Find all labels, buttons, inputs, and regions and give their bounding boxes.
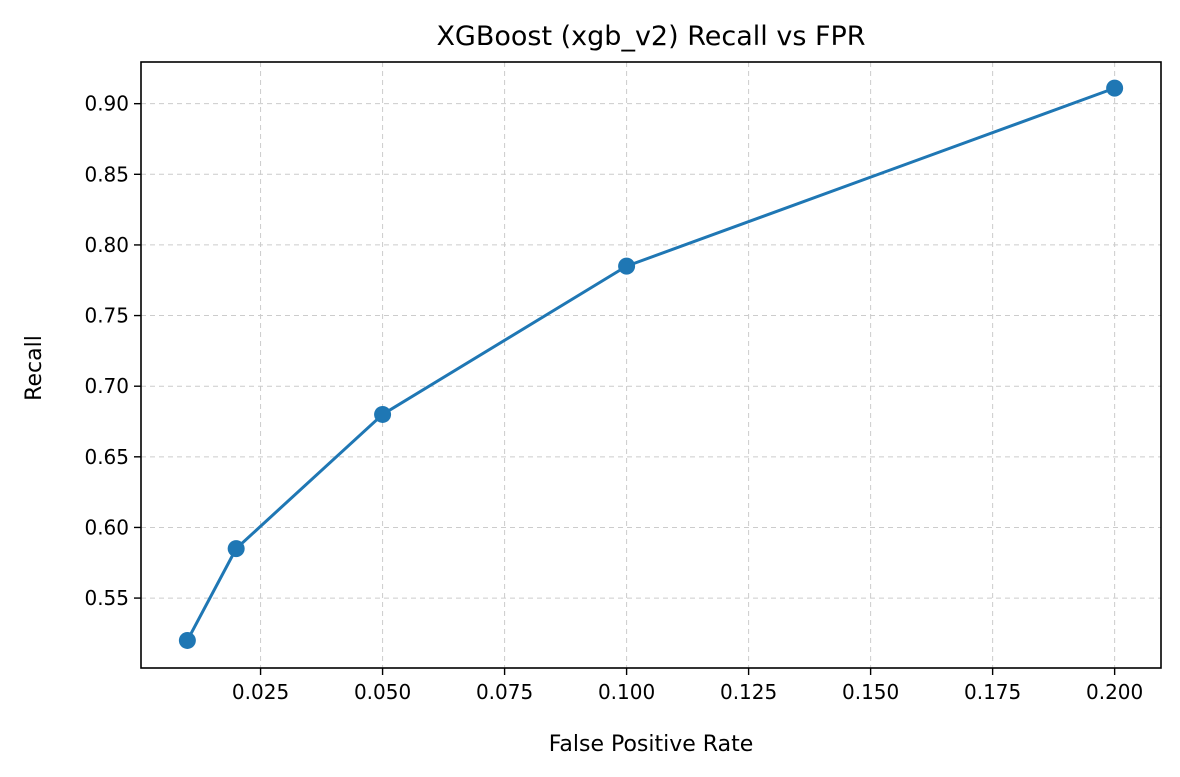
grid	[141, 62, 1161, 668]
y-tick-label: 0.75	[84, 304, 129, 328]
data-point	[618, 257, 636, 275]
x-tick-label: 0.150	[842, 680, 899, 704]
y-tick-label: 0.85	[84, 162, 129, 186]
y-tick-label: 0.60	[84, 515, 129, 539]
data-point	[227, 540, 245, 558]
y-tick-label: 0.80	[84, 233, 129, 257]
y-axis-label: Recall	[22, 335, 47, 401]
data-point	[178, 631, 196, 649]
series-layer	[178, 79, 1124, 649]
y-tick-label: 0.55	[84, 586, 129, 610]
y-tick-label: 0.70	[84, 374, 129, 398]
x-tick-label: 0.025	[232, 680, 289, 704]
data-point	[1106, 79, 1124, 97]
data-point	[374, 405, 392, 423]
chart-title: XGBoost (xgb_v2) Recall vs FPR	[436, 21, 865, 52]
x-tick-label: 0.050	[354, 680, 411, 704]
y-axis: 0.55 0.60 0.65 0.70 0.75 0.80 0.85 0.90	[84, 92, 141, 610]
x-axis: 0.025 0.050 0.075 0.100 0.125 0.150 0.175 0.200	[232, 668, 1143, 704]
plot-frame	[140, 61, 1162, 669]
x-tick-label: 0.200	[1086, 680, 1143, 704]
x-tick-label: 0.075	[476, 680, 533, 704]
x-tick-label: 0.100	[598, 680, 655, 704]
x-tick-label: 0.125	[720, 680, 777, 704]
x-axis-label: False Positive Rate	[549, 732, 753, 757]
x-tick-label: 0.175	[964, 680, 1021, 704]
y-tick-label: 0.90	[84, 92, 129, 116]
y-tick-label: 0.65	[84, 445, 129, 469]
